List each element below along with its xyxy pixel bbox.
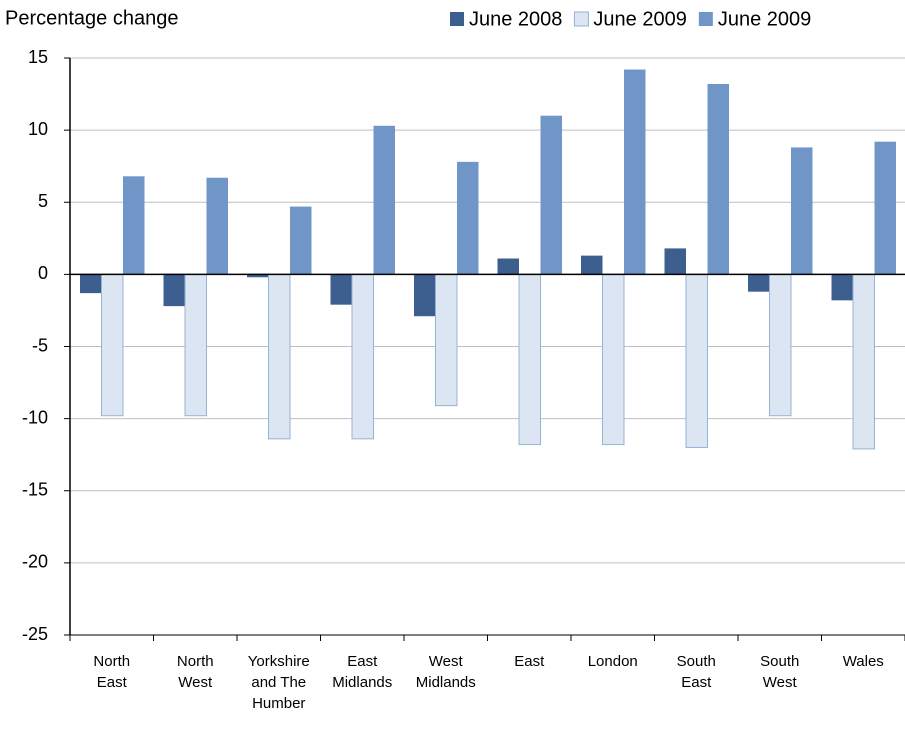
bar: [602, 273, 625, 446]
y-tick-label: 15: [28, 47, 48, 67]
x-tick-label: West Midlands: [415, 653, 476, 691]
legend-swatch: [698, 12, 713, 26]
bar: [80, 274, 102, 294]
x-tick-label: East Midlands: [332, 653, 393, 691]
bar: [581, 255, 603, 275]
x-tick-label: London: [587, 653, 638, 670]
bar: [435, 273, 458, 407]
bar: [290, 206, 312, 275]
bar: [518, 273, 541, 446]
y-tick-label: -10: [22, 407, 48, 427]
legend-label: June 2009: [593, 8, 686, 30]
y-tick-label: -15: [22, 480, 48, 500]
bar: [707, 83, 729, 275]
x-tick-label: North East: [93, 653, 131, 691]
x-tick-label: North West: [176, 653, 214, 691]
y-tick-label: 0: [38, 263, 48, 283]
legend-label: June 2008: [469, 8, 562, 30]
y-tick-label: -20: [22, 552, 48, 572]
bar: [101, 273, 124, 417]
bar: [852, 273, 875, 450]
bar: [769, 273, 792, 417]
legend-label: June 2009: [718, 8, 811, 30]
bar: [206, 177, 228, 275]
bar: [373, 125, 395, 275]
bar: [163, 274, 185, 307]
bar: [457, 161, 479, 275]
bar: [123, 176, 145, 275]
y-axis-label: Percentage change: [5, 7, 178, 29]
bar: [184, 273, 207, 417]
bar: [831, 274, 853, 301]
bar: [351, 273, 374, 440]
y-tick-label: 10: [28, 119, 48, 139]
bar: [540, 115, 562, 275]
x-tick-label: Wales: [842, 653, 884, 670]
x-tick-label: East: [514, 653, 545, 670]
bar: [330, 274, 352, 305]
bar: [685, 273, 708, 448]
bar: [791, 147, 813, 275]
x-tick-label: Yorkshire and The Humber: [247, 653, 310, 712]
legend-swatch: [450, 12, 464, 26]
legend-swatch: [573, 11, 589, 27]
x-tick-label: South East: [676, 653, 716, 691]
bar: [414, 274, 436, 317]
x-tick-label: South West: [760, 653, 800, 691]
bar: [748, 274, 770, 292]
bar: [874, 141, 896, 275]
bar: [268, 273, 291, 440]
bar: [664, 248, 686, 275]
bar: [624, 69, 646, 275]
y-tick-label: -5: [32, 335, 48, 355]
bar: [497, 258, 519, 275]
y-tick-label: 5: [38, 191, 48, 211]
y-tick-label: -25: [22, 624, 48, 644]
bar: [247, 274, 269, 278]
